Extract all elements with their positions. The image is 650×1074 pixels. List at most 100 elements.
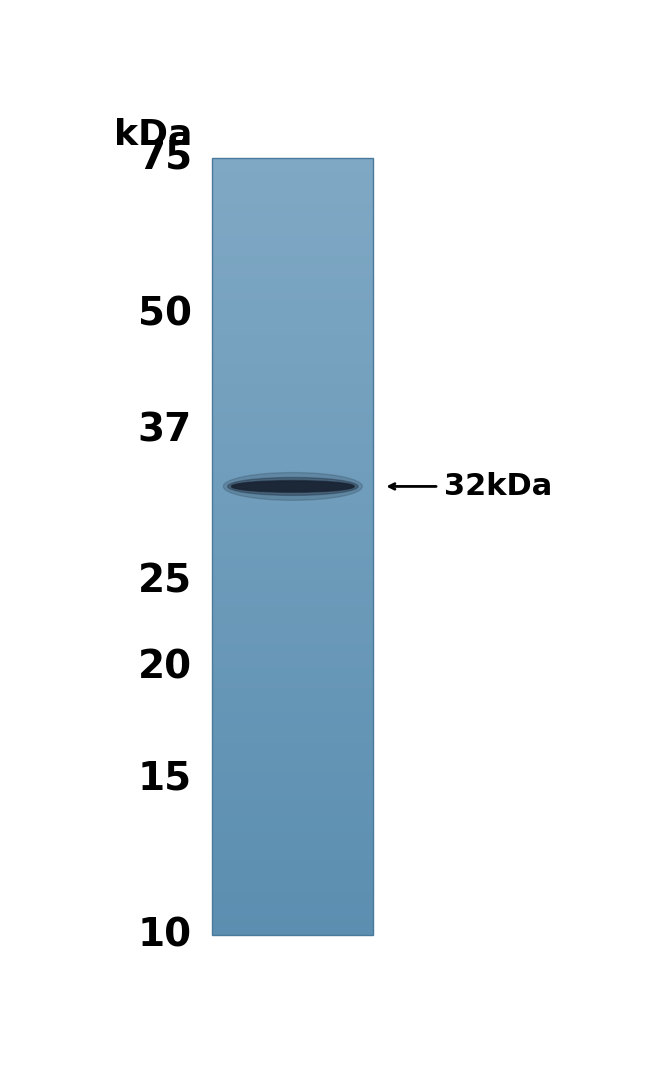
- Bar: [212, 877, 373, 880]
- Bar: [212, 430, 373, 432]
- Bar: [212, 720, 373, 721]
- Bar: [212, 336, 373, 338]
- Bar: [212, 282, 373, 284]
- Bar: [212, 497, 373, 498]
- Bar: [212, 794, 373, 795]
- Bar: [212, 467, 373, 468]
- Bar: [212, 307, 373, 308]
- Bar: [212, 570, 373, 571]
- Bar: [212, 345, 373, 346]
- Bar: [212, 686, 373, 688]
- Text: 15: 15: [138, 759, 192, 798]
- Bar: [212, 884, 373, 885]
- Bar: [212, 262, 373, 263]
- Bar: [212, 522, 373, 523]
- Bar: [212, 756, 373, 758]
- Bar: [212, 159, 373, 161]
- Bar: [212, 829, 373, 831]
- Bar: [212, 308, 373, 310]
- Bar: [212, 918, 373, 919]
- Bar: [212, 911, 373, 912]
- Bar: [212, 452, 373, 453]
- Bar: [212, 648, 373, 649]
- Bar: [212, 255, 373, 256]
- Bar: [212, 447, 373, 449]
- Bar: [212, 759, 373, 761]
- Bar: [212, 682, 373, 683]
- Bar: [212, 575, 373, 576]
- Bar: [212, 706, 373, 707]
- Bar: [212, 209, 373, 211]
- Bar: [212, 590, 373, 592]
- Bar: [212, 579, 373, 581]
- Bar: [212, 869, 373, 870]
- Bar: [212, 766, 373, 767]
- Bar: [212, 596, 373, 598]
- Bar: [212, 458, 373, 460]
- Bar: [212, 750, 373, 752]
- Bar: [212, 366, 373, 367]
- Bar: [212, 412, 373, 415]
- Bar: [212, 395, 373, 397]
- Bar: [212, 828, 373, 829]
- Bar: [212, 925, 373, 926]
- Bar: [212, 328, 373, 329]
- Bar: [212, 697, 373, 699]
- Bar: [212, 772, 373, 773]
- Bar: [212, 703, 373, 706]
- Bar: [212, 506, 373, 508]
- Bar: [212, 190, 373, 192]
- Bar: [212, 499, 373, 502]
- Bar: [212, 439, 373, 440]
- Bar: [212, 890, 373, 891]
- Bar: [212, 251, 373, 252]
- Bar: [212, 294, 373, 296]
- Bar: [212, 315, 373, 317]
- Bar: [212, 329, 373, 331]
- Bar: [212, 444, 373, 446]
- Bar: [212, 550, 373, 551]
- Bar: [212, 534, 373, 536]
- Bar: [212, 503, 373, 505]
- Bar: [212, 350, 373, 352]
- Bar: [212, 784, 373, 786]
- Bar: [212, 808, 373, 809]
- Bar: [212, 161, 373, 162]
- Bar: [212, 657, 373, 658]
- Bar: [212, 539, 373, 540]
- Bar: [212, 398, 373, 401]
- Bar: [212, 676, 373, 677]
- Bar: [212, 645, 373, 648]
- Bar: [212, 627, 373, 629]
- Bar: [212, 862, 373, 863]
- Bar: [212, 286, 373, 287]
- Bar: [212, 339, 373, 342]
- Bar: [212, 388, 373, 390]
- Bar: [212, 671, 373, 672]
- Bar: [212, 422, 373, 423]
- Bar: [212, 393, 373, 394]
- Bar: [212, 466, 373, 467]
- Bar: [212, 158, 373, 159]
- Bar: [212, 554, 373, 556]
- Bar: [212, 429, 373, 430]
- Bar: [212, 227, 373, 228]
- Bar: [212, 795, 373, 797]
- Bar: [212, 433, 373, 435]
- Bar: [212, 523, 373, 525]
- Bar: [212, 598, 373, 599]
- Bar: [212, 662, 373, 663]
- Bar: [212, 405, 373, 407]
- Bar: [212, 562, 373, 564]
- Bar: [212, 798, 373, 800]
- Bar: [212, 581, 373, 582]
- Bar: [212, 220, 373, 221]
- Bar: [212, 800, 373, 801]
- Bar: [212, 860, 373, 862]
- Bar: [212, 669, 373, 671]
- Bar: [212, 721, 373, 722]
- Bar: [212, 613, 373, 615]
- Bar: [212, 537, 373, 539]
- Bar: [212, 612, 373, 613]
- Bar: [212, 728, 373, 730]
